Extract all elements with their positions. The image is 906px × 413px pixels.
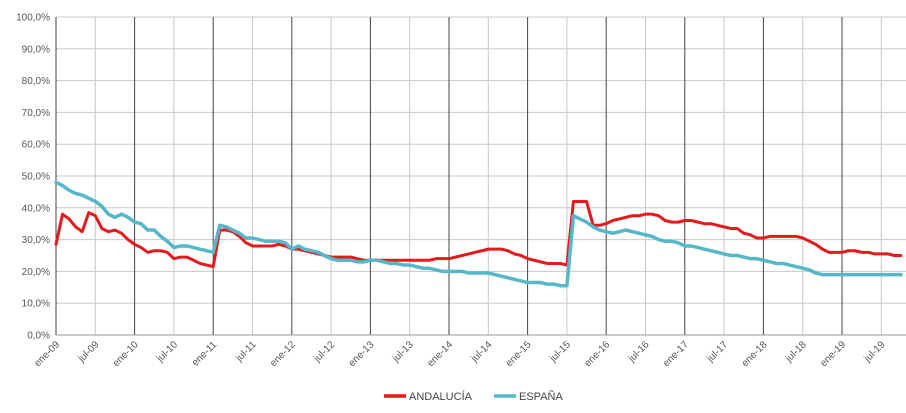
x-tick-label: ene-18 xyxy=(740,339,770,369)
x-tick-label: ene-13 xyxy=(347,339,377,369)
x-tick-label: ene-10 xyxy=(111,339,141,369)
x-tick-label: jul-09 xyxy=(76,339,102,365)
x-tick-label: jul-16 xyxy=(626,339,652,365)
x-tick-label: jul-18 xyxy=(783,339,809,365)
x-tick-label: ene-15 xyxy=(504,339,534,369)
y-tick-label: 90,0% xyxy=(22,44,50,55)
grid xyxy=(55,16,906,336)
x-tick-label: jul-12 xyxy=(311,339,337,365)
legend: ANDALUCÍA ESPAÑA xyxy=(384,390,563,403)
x-tick-label: ene-14 xyxy=(425,339,455,369)
series-lines xyxy=(54,180,903,288)
y-tick-label: 30,0% xyxy=(22,235,50,246)
x-tick-label: ene-17 xyxy=(661,339,691,369)
x-tick-label: jul-17 xyxy=(704,339,730,365)
legend-label-espana: ESPAÑA xyxy=(519,390,563,403)
y-tick-label: 50,0% xyxy=(22,172,50,183)
y-tick-label: 10,0% xyxy=(22,299,50,310)
y-tick-label: 0,0% xyxy=(27,331,50,342)
x-tick-label: jul-11 xyxy=(233,339,259,365)
series-line-andalucia xyxy=(54,199,903,269)
y-tick-label: 60,0% xyxy=(22,140,50,151)
y-tick-label: 70,0% xyxy=(22,108,50,119)
x-tick-label: ene-12 xyxy=(268,339,298,369)
x-tick-label: ene-16 xyxy=(583,339,613,369)
y-tick-label: 20,0% xyxy=(22,267,50,278)
y-tick-label: 100,0% xyxy=(16,13,50,24)
x-tick-label: jul-13 xyxy=(390,339,416,365)
y-tick-label: 40,0% xyxy=(22,203,50,214)
legend-label-andalucia: ANDALUCÍA xyxy=(409,390,473,403)
x-axis: ene-09 jul-09 ene-10 jul-10 ene-11 jul-11 ene-… xyxy=(32,334,906,369)
x-tick-label: jul-10 xyxy=(154,339,180,365)
y-axis: 0,0% 10,0% 20,0% 30,0% 40,0% 50,0% 60,0% 70,0% 8… xyxy=(16,13,50,342)
x-tick-label: ene-11 xyxy=(190,339,220,369)
y-tick-label: 80,0% xyxy=(22,76,50,87)
x-tick-label: jul-15 xyxy=(547,339,573,365)
series-line-espana xyxy=(54,180,903,288)
x-tick-label: jul-19 xyxy=(862,339,888,365)
x-tick-label: jul-14 xyxy=(469,339,495,365)
x-tick-label: ene-19 xyxy=(818,339,848,369)
x-tick-label: ene-09 xyxy=(32,339,62,369)
